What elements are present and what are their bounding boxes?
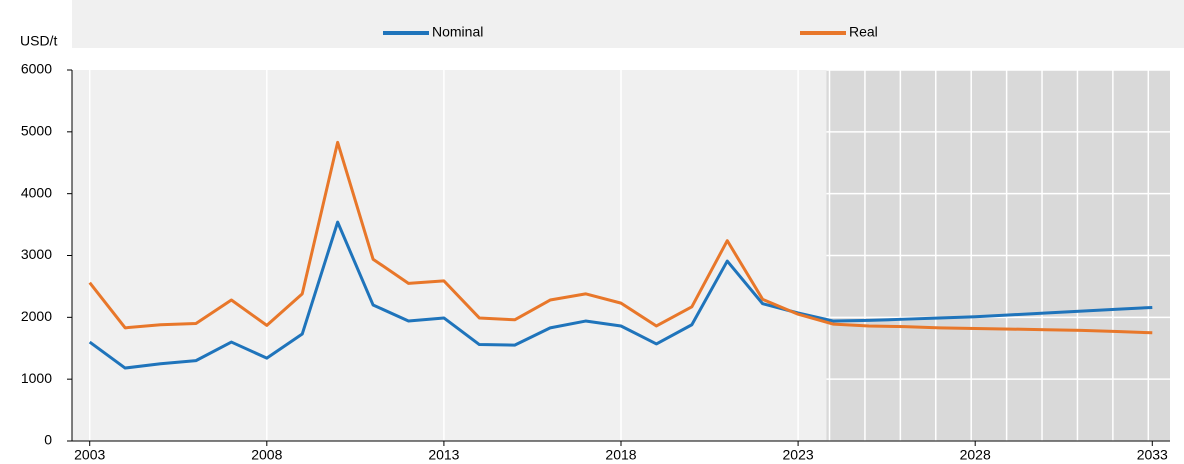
x-tick-label: 2023 <box>783 447 814 463</box>
y-tick-label: 3000 <box>21 246 52 262</box>
legend-label: Real <box>849 24 878 40</box>
y-tick-label: 0 <box>44 432 52 448</box>
legend-band <box>72 0 1184 48</box>
y-tick-label: 4000 <box>21 184 52 200</box>
x-tick-label: 2028 <box>960 447 991 463</box>
x-tick-label: 2018 <box>605 447 636 463</box>
x-tick-label: 2033 <box>1137 447 1168 463</box>
y-tick-label: 1000 <box>21 370 52 386</box>
y-tick-label: 2000 <box>21 308 52 324</box>
series-line <box>88 140 1153 335</box>
legend-label: Nominal <box>432 24 483 40</box>
y-tick-label: 5000 <box>21 123 52 139</box>
x-tick-label: 2003 <box>74 447 105 463</box>
y-axis-label: USD/t <box>20 33 57 49</box>
series-line <box>88 220 1153 370</box>
x-tick-label: 2013 <box>428 447 459 463</box>
y-tick-label: 6000 <box>21 61 52 77</box>
x-tick-label: 2008 <box>251 447 282 463</box>
